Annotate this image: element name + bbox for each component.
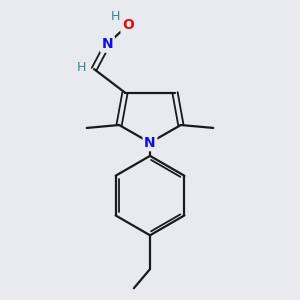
Text: O: O [122,18,134,32]
Text: H: H [111,10,120,23]
Text: H: H [77,61,86,74]
Text: N: N [101,37,113,51]
Text: N: N [144,136,156,150]
